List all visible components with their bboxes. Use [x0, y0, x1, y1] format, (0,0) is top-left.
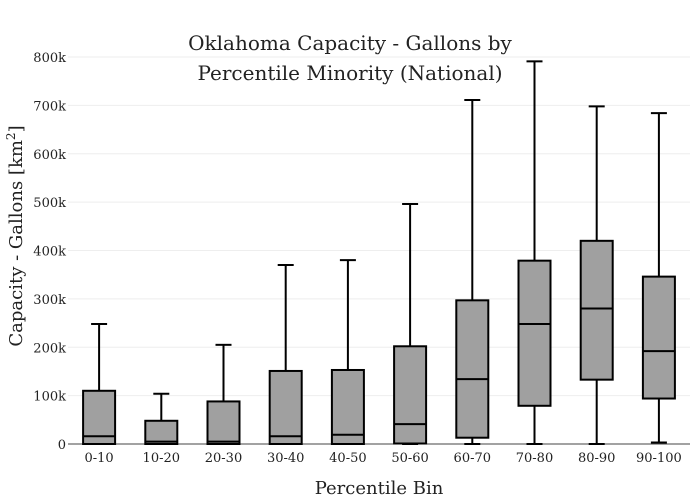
x-tick-label: 0-10 [84, 451, 113, 466]
x-tick-label: 10-20 [143, 451, 180, 466]
x-axis-title: Percentile Bin [315, 478, 444, 499]
chart-title-line-1: Oklahoma Capacity - Gallons by [188, 31, 512, 55]
y-tick-label: 700k [33, 99, 66, 114]
x-tick-label: 90-100 [636, 451, 682, 466]
y-tick-label: 600k [33, 148, 66, 163]
box-iqr [268, 369, 303, 445]
box-30-40 [268, 264, 303, 445]
box-80-90 [579, 105, 614, 445]
box-iqr [144, 419, 179, 445]
box-10-20 [144, 392, 179, 445]
x-tick-label: 40-50 [329, 451, 366, 466]
y-axis-title-superscript: 2 [4, 132, 18, 140]
y-tick-label: 0 [58, 438, 66, 453]
x-tick-label: 70-80 [516, 451, 553, 466]
box-20-30 [206, 343, 241, 445]
x-tick-label: 80-90 [578, 451, 615, 466]
box-iqr [579, 239, 614, 381]
tick-labels: 0 100k 200k 300k 400k 500k 600k 700k 800k 0-10 10-… [33, 51, 681, 466]
box-iqr [393, 345, 428, 445]
y-axis-title-main: Capacity - Gallons [km [6, 140, 27, 347]
box-iqr [517, 259, 552, 407]
chart-title-line-2: Percentile Minority (National) [197, 61, 502, 85]
box-50-60 [393, 203, 428, 445]
y-axis-title-end: ] [6, 125, 27, 132]
box-60-70 [455, 99, 490, 445]
box-70-80 [517, 60, 552, 445]
y-tick-label: 200k [33, 341, 66, 356]
y-tick-label: 100k [33, 390, 66, 405]
box-90-100 [641, 112, 676, 444]
y-tick-label: 500k [33, 196, 66, 211]
x-tick-label: 60-70 [454, 451, 491, 466]
grid-lines [68, 56, 690, 445]
x-tick-label: 50-60 [391, 451, 428, 466]
box-40-50 [330, 259, 365, 445]
y-axis-title: Capacity - Gallons [km2] [4, 125, 27, 346]
y-tick-label: 300k [33, 293, 66, 308]
box-0-10 [82, 323, 117, 446]
box-iqr [330, 368, 365, 445]
y-tick-label: 800k [33, 51, 66, 66]
x-tick-label: 20-30 [205, 451, 242, 466]
box-iqr [641, 275, 676, 400]
box-iqr [455, 299, 490, 439]
box-iqr [82, 389, 117, 446]
x-tick-label: 30-40 [267, 451, 304, 466]
y-tick-label: 400k [33, 245, 66, 260]
box-iqr [206, 400, 241, 445]
box-plots [82, 60, 676, 446]
